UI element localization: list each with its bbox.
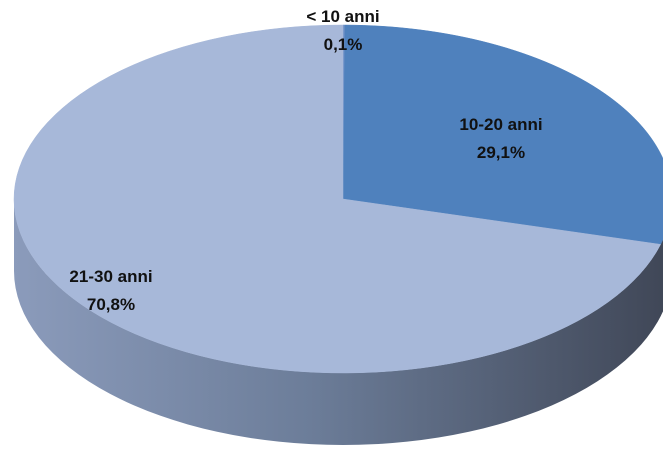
slice-value-10-20: 29,1% (477, 143, 525, 162)
slice-value-lt10: 0,1% (324, 35, 363, 54)
slice-10-20 (342, 24, 663, 245)
pie-side-wall (14, 199, 663, 445)
pie-top-face (13, 24, 663, 374)
slice-label-21-30: 21-30 anni (69, 267, 152, 286)
slice-value-21-30: 70,8% (87, 295, 135, 314)
slice-label-lt10: < 10 anni (306, 7, 379, 26)
pie-side-surface (14, 199, 663, 445)
slice-21-30 (13, 24, 661, 374)
slice-label-10-20: 10-20 anni (459, 115, 542, 134)
